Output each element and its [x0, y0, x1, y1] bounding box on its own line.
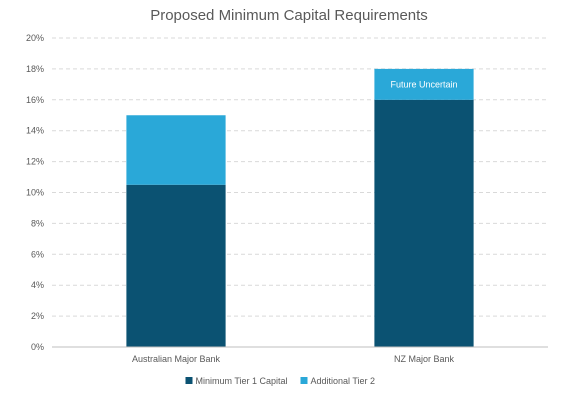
bar-segment: [374, 99, 474, 347]
y-tick-label: 20%: [26, 33, 44, 43]
legend-label: Minimum Tier 1 Capital: [196, 376, 288, 386]
legend-item: Additional Tier 2: [300, 376, 376, 386]
x-axis-categories: Australian Major Bank NZ Major Bank: [132, 354, 455, 364]
annotations: Future Uncertain: [390, 79, 457, 89]
x-tick-label: Australian Major Bank: [132, 354, 221, 364]
legend-swatch: [300, 377, 308, 384]
bar-segment: [374, 68, 474, 100]
y-tick-label: 18%: [26, 64, 44, 74]
y-tick-label: 14%: [26, 126, 44, 136]
y-tick-label: 6%: [31, 249, 44, 259]
bars: [126, 68, 474, 347]
legend-swatch: [185, 377, 193, 384]
y-tick-label: 4%: [31, 280, 44, 290]
legend: Minimum Tier 1 Capital Additional Tier 2: [185, 376, 376, 386]
y-tick-label: 2%: [31, 311, 44, 321]
y-axis-ticks: 0% 2% 4% 6% 8% 10% 12% 14% 16% 18% 20%: [26, 33, 44, 352]
bar-segment: [126, 115, 226, 185]
legend-label: Additional Tier 2: [311, 376, 376, 386]
legend-item: Minimum Tier 1 Capital: [185, 376, 288, 386]
chart-title: Proposed Minimum Capital Requirements: [150, 7, 428, 24]
bar-segment: [126, 184, 226, 347]
y-tick-label: 8%: [31, 218, 44, 228]
annotation-label: Future Uncertain: [390, 79, 457, 89]
y-tick-label: 0%: [31, 342, 44, 352]
x-tick-label: NZ Major Bank: [394, 354, 455, 364]
y-tick-label: 16%: [26, 95, 44, 105]
y-tick-label: 12%: [26, 157, 44, 167]
y-tick-label: 10%: [26, 188, 44, 198]
